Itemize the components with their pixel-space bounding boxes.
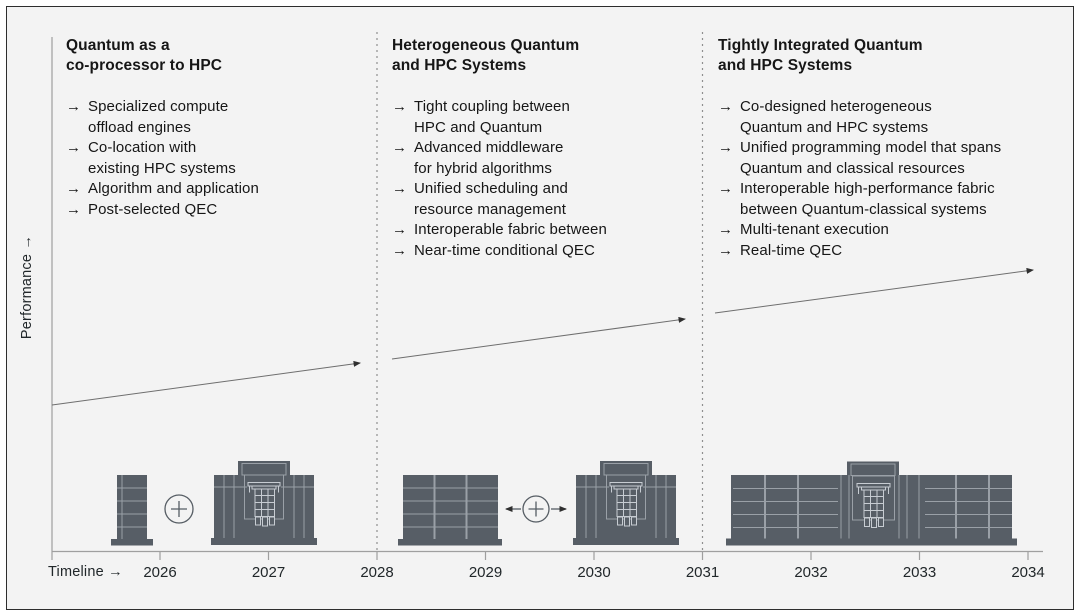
arrow-bullet-icon: → <box>718 139 733 156</box>
arrow-bullet-icon: → <box>66 180 81 197</box>
bullet-text: Near-time conditional QEC <box>414 241 595 259</box>
phase-title: Heterogeneous Quantum and HPC Systems <box>392 37 580 74</box>
arrow-bullet-icon: → <box>66 98 81 115</box>
arrow-bullet-icon: → <box>718 221 733 238</box>
phase-title: Tightly Integrated Quantum and HPC Syste… <box>718 37 923 74</box>
bullet-item: → Interoperable fabric between <box>392 220 688 241</box>
bullet-item: → Algorithm and application <box>66 179 334 200</box>
arrow-bullet-icon: → <box>718 98 733 115</box>
bullet-item: → Tight coupling between HPC and Quantum <box>392 97 688 138</box>
phase-column: Tightly Integrated Quantum and HPC Syste… <box>718 36 1048 261</box>
bullet-text: Interoperable high-performance fabric be… <box>740 180 995 218</box>
bullet-item: → Advanced middleware for hybrid algorith… <box>392 138 688 179</box>
bullet-text: Multi-tenant execution <box>740 221 889 238</box>
performance-axis-label: Performance → <box>19 234 35 340</box>
phase-bullet-list: → Tight coupling between HPC and Quantum →… <box>392 97 688 261</box>
phase-column: Quantum as a co-processor to HPC → Specia… <box>66 36 334 220</box>
arrow-bullet-icon: → <box>392 221 407 238</box>
hpc-cluster-illustration <box>398 475 502 546</box>
bullet-item: → Unified scheduling and resource managem… <box>392 179 688 220</box>
bullet-text: Real-time QEC <box>740 241 843 259</box>
timeline-axis-label: Timeline → <box>48 564 123 580</box>
phase-bullet-list: → Specialized compute offload engines → Co-… <box>66 97 334 220</box>
arrow-bullet-icon: → <box>392 139 407 156</box>
bullet-item: → Real-time QEC <box>718 241 1048 262</box>
bullet-text: Advanced middleware for hybrid algorithm… <box>414 139 564 177</box>
arrow-bullet-icon: → <box>392 180 407 197</box>
performance-arrow <box>51 267 1034 406</box>
arrow-bullet-icon: → <box>718 180 733 197</box>
x-axis <box>51 550 1043 560</box>
arrow-bullet-icon: → <box>66 139 81 156</box>
bullet-text: Co-location with existing HPC systems <box>88 139 236 177</box>
arrow-bullet-icon: → <box>718 241 733 259</box>
timeline-year-label: 2033 <box>902 564 937 581</box>
bullet-text: Co-designed heterogeneous Quantum and HP… <box>740 98 932 136</box>
bullet-text: Unified programming model that spans Qua… <box>740 139 1002 177</box>
arrow-bullet-icon: → <box>392 241 407 259</box>
bullet-text: Specialized compute offload engines <box>88 98 229 136</box>
x-axis-ticks <box>51 551 1029 560</box>
bullet-item: → Co-designed heterogeneous Quantum and H… <box>718 97 1048 138</box>
phase-title: Quantum as a co-processor to HPC <box>66 37 223 74</box>
bullet-text: Unified scheduling and resource manageme… <box>414 180 568 218</box>
phase-bullet-list: → Co-designed heterogeneous Quantum and H… <box>718 97 1048 261</box>
timeline-year-label: 2029 <box>468 564 503 581</box>
bullet-item: → Specialized compute offload engines <box>66 97 334 138</box>
bullet-text: Algorithm and application <box>88 180 259 197</box>
phase-column: Heterogeneous Quantum and HPC Systems → T… <box>392 36 688 261</box>
bullet-text: Tight coupling between HPC and Quantum <box>414 98 570 136</box>
bullet-item: → Post-selected QEC <box>66 200 334 221</box>
timeline-year-label: 2028 <box>360 564 394 581</box>
timeline-year-label: 2034 <box>1011 564 1045 581</box>
plus-circle-icon <box>164 494 194 524</box>
bidirectional-arrow-icon <box>505 495 567 523</box>
timeline-year-label: 2027 <box>251 564 286 581</box>
bullet-item: → Co-location with existing HPC systems <box>66 138 334 179</box>
bullet-item: → Unified programming model that spans Qu… <box>718 138 1048 179</box>
quantum-system-illustration <box>572 460 680 546</box>
bullet-text: Interoperable fabric between <box>414 221 607 238</box>
arrow-bullet-icon: → <box>66 200 81 218</box>
arrow-bullet-icon: → <box>392 98 407 115</box>
integrated-system-illustration <box>726 461 1017 546</box>
server-rack-illustration <box>111 475 153 546</box>
timeline-year-label: 2030 <box>577 564 611 581</box>
timeline-year-label: 2032 <box>794 564 828 581</box>
timeline-year-label: 2031 <box>685 564 720 581</box>
timeline-year-label: 2026 <box>143 564 177 581</box>
bullet-item: → Multi-tenant execution <box>718 220 1048 241</box>
bullet-item: → Near-time conditional QEC <box>392 241 688 262</box>
bullet-text: Post-selected QEC <box>88 200 218 218</box>
bullet-item: → Interoperable high-performance fabric b… <box>718 179 1048 220</box>
quantum-system-illustration <box>210 460 318 546</box>
